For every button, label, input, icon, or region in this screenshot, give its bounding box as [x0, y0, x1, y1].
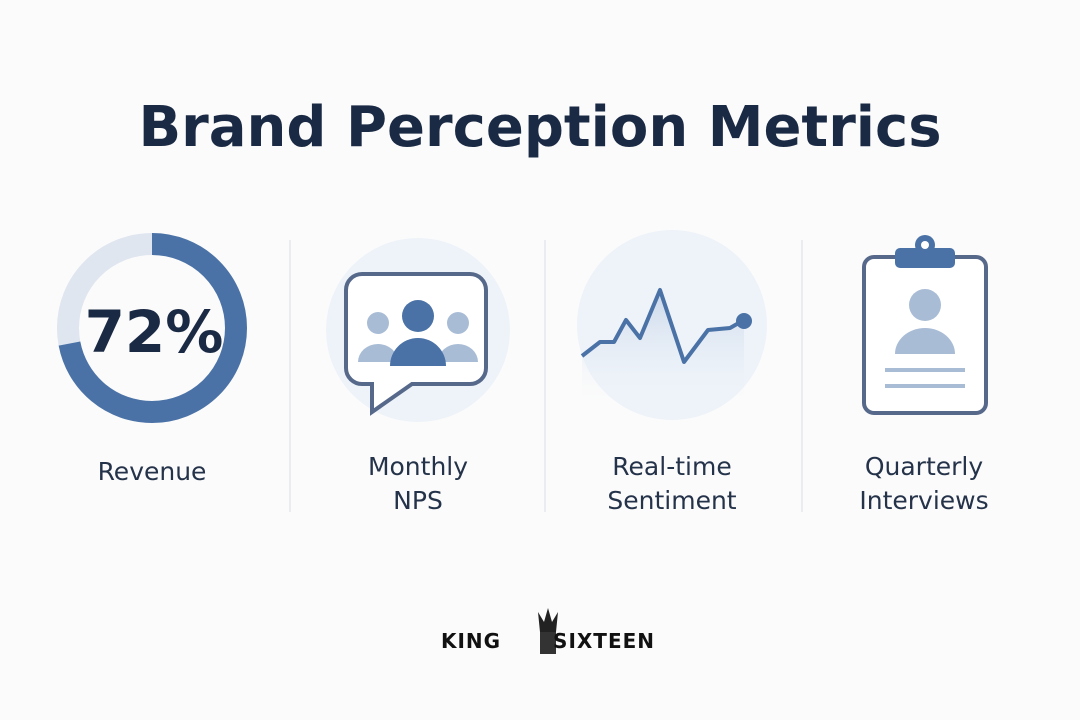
metric-label: Real-time	[612, 452, 731, 481]
metric-label: Interviews	[859, 486, 988, 515]
metric-label: Sentiment	[607, 486, 736, 515]
title: Brand Perception Metrics	[138, 95, 941, 160]
metric-label: Monthly	[368, 452, 468, 481]
metric-label: Revenue	[98, 457, 207, 486]
dividers	[289, 240, 803, 512]
donut-value: 72%	[85, 298, 224, 366]
footer-logo	[538, 608, 558, 654]
nps-icon	[326, 238, 510, 422]
metric-label: NPS	[393, 486, 443, 515]
interviews-icon	[862, 235, 988, 415]
sentiment-icon	[577, 230, 767, 420]
donut-arc	[57, 233, 247, 423]
metric-label: Quarterly	[865, 452, 984, 481]
footer-text: KING SIXTEEN	[441, 629, 655, 653]
